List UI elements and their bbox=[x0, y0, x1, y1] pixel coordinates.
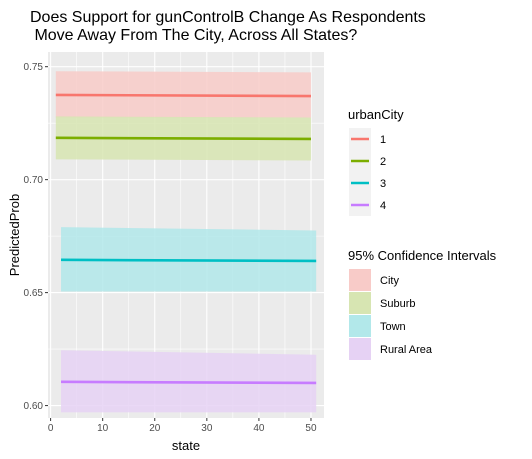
x-tick-label: 50 bbox=[305, 423, 317, 434]
legend-line-label: 4 bbox=[380, 200, 386, 212]
legend-line-label: 1 bbox=[380, 134, 386, 146]
x-tick-label: 20 bbox=[149, 423, 161, 434]
legend-ci-swatch bbox=[349, 292, 371, 314]
legend-ci-swatch bbox=[349, 338, 371, 360]
chart-title-line-2: Move Away From The City, Across All Stat… bbox=[30, 27, 357, 44]
legend-ci-label: Town bbox=[380, 321, 406, 333]
legend-line-label: 2 bbox=[380, 156, 386, 168]
series-lines bbox=[55, 93, 317, 385]
y-axis-label: PredictedProb bbox=[7, 194, 22, 276]
confidence-ribbons bbox=[55, 71, 317, 413]
series-line-2 bbox=[55, 136, 311, 141]
y-tick-label: 0.65 bbox=[24, 288, 44, 299]
legend-ci-items: City Suburb Town Rural Area bbox=[349, 269, 433, 360]
legend-ci-label: Rural Area bbox=[380, 344, 433, 356]
series-line-4 bbox=[61, 380, 317, 385]
y-axis: 0.60 0.65 0.70 0.75 bbox=[24, 62, 48, 412]
x-tick-label: 10 bbox=[97, 423, 109, 434]
x-tick-label: 30 bbox=[201, 423, 213, 434]
x-tick-label: 0 bbox=[48, 423, 54, 434]
y-tick-label: 0.75 bbox=[24, 62, 44, 73]
legend-ci-label: City bbox=[380, 275, 399, 287]
series-line-3 bbox=[61, 258, 317, 263]
y-tick-label: 0.60 bbox=[24, 401, 44, 412]
x-axis: 0 10 20 30 40 50 bbox=[48, 418, 317, 434]
series-line-1 bbox=[55, 93, 311, 98]
legend-line-title: urbanCity bbox=[348, 107, 404, 122]
legend-ci-title: 95% Confidence Intervals bbox=[348, 248, 497, 263]
legend-ci-swatch bbox=[349, 315, 371, 337]
chart-title-line-1: Does Support for gunControlB Change As R… bbox=[30, 9, 426, 26]
legend-line-items: 1 2 3 4 bbox=[349, 128, 386, 216]
legend-line-label: 3 bbox=[380, 178, 386, 190]
x-tick-label: 40 bbox=[253, 423, 265, 434]
y-tick-label: 0.70 bbox=[24, 175, 44, 186]
x-axis-label: state bbox=[172, 438, 200, 453]
legend-ci-label: Suburb bbox=[380, 298, 415, 310]
legend-ci-swatch bbox=[349, 269, 371, 291]
